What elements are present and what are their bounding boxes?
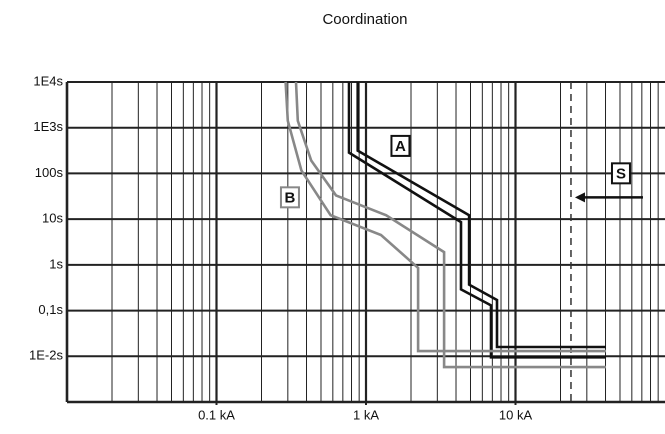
series-label-box [279, 186, 300, 209]
marker-label-box [610, 162, 631, 185]
curve [284, 81, 606, 353]
x-tick-label: 10 kA [499, 407, 533, 422]
y-tick-label: 1E3s [33, 119, 63, 134]
y-tick-label: 1s [49, 256, 63, 271]
y-tick-label: 1E4s [33, 73, 63, 88]
y-tick-label: 0,1s [38, 302, 63, 317]
x-tick-label: 0.1 kA [198, 407, 235, 422]
y-tick-label: 10s [42, 211, 63, 226]
marker-arrowhead [574, 192, 585, 203]
series-label: B [285, 189, 296, 206]
curve [356, 82, 606, 349]
series-label-box [390, 134, 411, 157]
x-tick-label: 1 kA [353, 407, 379, 422]
series-label: A [395, 138, 406, 155]
curve [347, 82, 606, 359]
marker-label: S [616, 165, 626, 182]
curve [294, 81, 606, 369]
y-tick-label: 1E-2s [29, 348, 63, 363]
y-tick-label: 100s [35, 165, 64, 180]
chart-title: Coordination [322, 11, 407, 28]
